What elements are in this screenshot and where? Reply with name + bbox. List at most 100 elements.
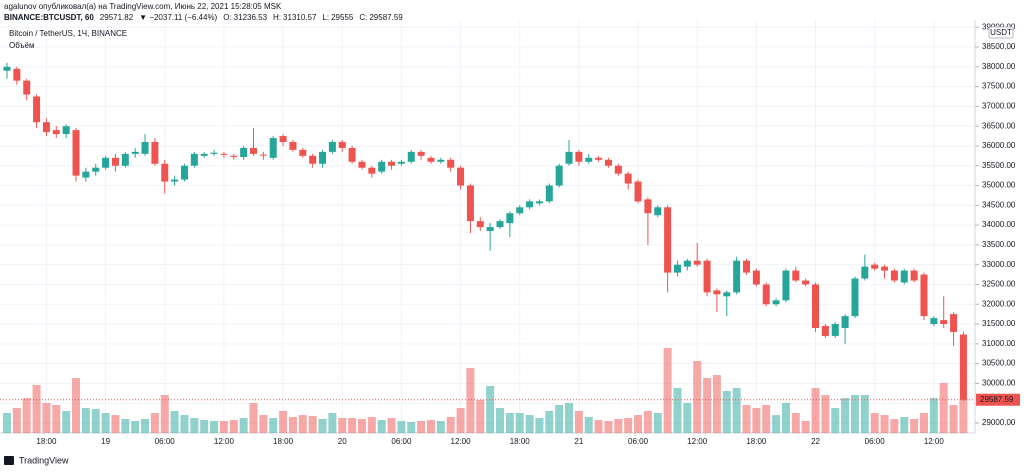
volume-bar	[476, 400, 485, 433]
volume-bar	[880, 415, 889, 433]
grid	[0, 20, 975, 433]
x-tick-label: 06:00	[865, 437, 886, 446]
candle-body	[52, 130, 60, 135]
volume-bar	[288, 417, 297, 433]
y-tick-label: 32500.00	[982, 280, 1016, 289]
volume-bar	[141, 419, 150, 433]
volume-bar	[535, 418, 544, 433]
x-tick-label: 18:00	[36, 437, 57, 446]
candle-body	[782, 270, 790, 301]
candle-body	[437, 159, 445, 162]
volume-bar	[466, 368, 475, 433]
candle-body	[407, 151, 415, 162]
header-field: O:	[223, 13, 231, 22]
candle-body	[792, 270, 800, 281]
candle-body	[831, 324, 839, 336]
y-tick-label: 34500.00	[982, 200, 1016, 209]
candle-body	[427, 157, 435, 162]
x-tick-label: 22	[811, 437, 820, 446]
volume-bar	[200, 420, 209, 433]
candle-body	[180, 165, 188, 180]
volume-bar	[81, 408, 90, 433]
y-tick-label: 37000.00	[982, 101, 1016, 110]
volume-bar	[12, 408, 21, 433]
candle-body	[910, 270, 918, 281]
y-tick-label: 35500.00	[982, 161, 1016, 170]
unit-box	[988, 26, 1014, 39]
x-tick-label: 12:00	[451, 437, 472, 446]
header-field: 29571.82	[100, 13, 134, 22]
candle-body	[151, 141, 159, 164]
header-field: ▼ −2037.11 (−6.44%)	[139, 13, 217, 22]
y-tick-label: 36000.00	[982, 141, 1016, 150]
volume-bar	[150, 413, 159, 433]
candle-body	[634, 181, 642, 202]
candle-body	[920, 274, 928, 317]
volume-bar	[269, 418, 278, 433]
volume-bar	[732, 388, 741, 433]
candle-body	[82, 171, 90, 178]
volume-bar	[101, 413, 110, 433]
volume-bar	[811, 388, 820, 433]
volume-bar	[555, 405, 564, 433]
candle-body	[723, 292, 731, 297]
volume-bar	[801, 421, 810, 433]
volume-bar	[210, 421, 219, 433]
candle-body	[200, 153, 208, 156]
volume-bar	[614, 419, 623, 433]
y-tick-label: 33500.00	[982, 240, 1016, 249]
volume-bar	[781, 403, 790, 433]
candle-body	[289, 141, 297, 150]
volume-bar	[515, 413, 524, 433]
volume-bar	[634, 415, 643, 433]
x-tick-label: 20	[338, 437, 347, 446]
volume-bar	[919, 413, 928, 433]
volume-bar	[32, 385, 41, 433]
candles	[0, 62, 975, 402]
volume-bar	[505, 413, 514, 433]
volume-bar	[850, 395, 859, 433]
candle-body	[585, 157, 593, 162]
volume-bar	[348, 418, 357, 433]
candle-body	[812, 284, 820, 328]
candle-body	[595, 157, 603, 160]
x-tick-label: 18:00	[273, 437, 294, 446]
candle-body	[388, 161, 396, 166]
volume-bar	[259, 415, 268, 433]
candle-body	[259, 154, 267, 156]
candle-body	[743, 260, 750, 273]
candle-body	[328, 141, 336, 152]
candle-body	[131, 151, 139, 154]
candle-body	[940, 320, 948, 325]
candle-body	[141, 141, 149, 154]
candle-body	[664, 207, 672, 273]
candle-body	[348, 147, 356, 162]
candle-body	[930, 318, 938, 325]
candle-body	[279, 136, 287, 142]
candle-body	[220, 153, 228, 155]
y-tick-label: 37500.00	[982, 82, 1016, 91]
candle-body	[92, 167, 100, 172]
candle-body	[111, 157, 119, 166]
header-field: 29587.59	[369, 13, 403, 22]
volume-bar	[673, 388, 682, 433]
candle-body	[42, 122, 50, 133]
legend-volume: Объём	[9, 41, 35, 50]
volume-bar	[338, 418, 347, 433]
candle-body	[62, 126, 70, 135]
candle-body	[269, 138, 277, 158]
y-tick-label: 32000.00	[982, 299, 1016, 308]
candle-body	[230, 155, 238, 158]
y-tick-label: 34000.00	[982, 220, 1016, 229]
volume-bar	[407, 422, 416, 433]
volume-bar	[170, 411, 179, 433]
candle-body	[338, 141, 346, 148]
volume-bar	[821, 395, 830, 433]
volume-bar	[643, 411, 652, 433]
candle-body	[802, 280, 810, 285]
volume-bar	[929, 398, 938, 433]
volume-bar	[42, 403, 51, 433]
candle-body	[358, 161, 366, 168]
y-tick-label: 35000.00	[982, 181, 1016, 190]
